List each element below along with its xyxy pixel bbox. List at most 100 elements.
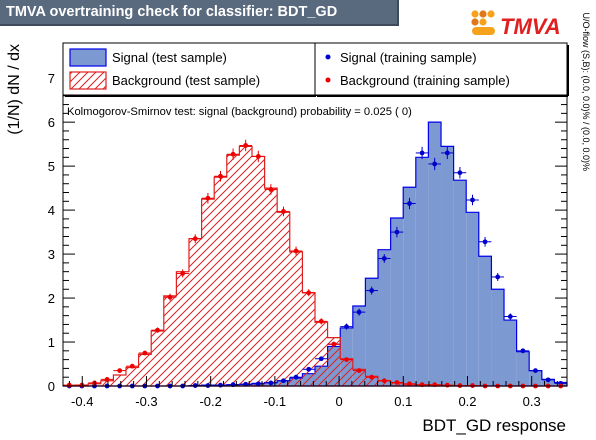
x-tick-label: 0	[335, 394, 342, 409]
tmva-logo: TMVA	[471, 10, 561, 39]
background-training-point	[377, 378, 391, 384]
background-training-point	[352, 368, 366, 374]
signal-training-point	[441, 146, 454, 160]
background-test-bar	[340, 358, 353, 386]
signal-test-bar	[529, 370, 542, 386]
signal-training-point	[277, 378, 290, 384]
legend-signal-training-label: Signal (training sample)	[340, 50, 477, 65]
signal-test-bar	[453, 180, 467, 386]
background-training-point	[125, 363, 139, 369]
signal-training-point	[491, 272, 505, 281]
signal-training-point	[541, 377, 555, 383]
y-tick-label: 0	[48, 379, 55, 394]
background-test-bar	[302, 292, 315, 386]
background-training-point	[176, 269, 189, 278]
signal-training-point	[302, 366, 315, 372]
x-tick-label: 0.2	[458, 394, 476, 409]
y-tick-label: 5	[48, 159, 55, 174]
signal-training-point	[403, 197, 416, 210]
overflow-note: U/O-flow (S,B): (0.0, 0.0)% / (0.0, 0.0)…	[581, 12, 591, 171]
background-test-bar	[125, 367, 139, 386]
legend-signal-training-marker	[325, 54, 331, 60]
y-tick-label: 4	[48, 203, 55, 218]
signal-test-bar	[403, 187, 416, 386]
background-training-point	[340, 357, 353, 363]
background-test-bar	[100, 380, 114, 386]
signal-test-bar	[428, 122, 442, 387]
background-training-point	[239, 139, 252, 152]
background-test-bar	[176, 271, 189, 386]
logo-dot	[471, 18, 479, 26]
background-test-bar	[277, 212, 290, 386]
background-test-bar	[327, 337, 341, 386]
background-training-point	[327, 341, 341, 347]
signal-test-bar	[516, 351, 530, 386]
signal-test-bar	[504, 320, 517, 386]
plot-title: TMVA overtraining check for classifier: …	[6, 4, 338, 20]
legend-signal-test-label: Signal (test sample)	[112, 50, 227, 65]
background-training-point	[252, 150, 265, 163]
signal-training-point	[529, 368, 542, 374]
background-training-point	[214, 170, 227, 182]
signal-test-bar	[466, 212, 479, 386]
background-test-bar	[264, 188, 278, 386]
legend-background-test-label: Background (test sample)	[112, 73, 260, 88]
x-axis-title: BDT_GD response	[422, 416, 566, 435]
background-training-point	[277, 206, 290, 217]
signal-training-point	[466, 194, 479, 206]
logo-dot	[471, 10, 479, 18]
signal-test-bar	[390, 218, 404, 386]
signal-training-point	[478, 236, 492, 247]
logo-dot	[487, 18, 495, 26]
background-training-point	[365, 374, 378, 380]
background-training-point	[315, 318, 328, 325]
background-test-bar	[151, 331, 164, 386]
background-test-bar	[252, 156, 265, 386]
signal-training-point	[340, 323, 353, 330]
y-tick-label: 6	[48, 115, 55, 130]
ks-annotation: Kolmogorov-Smirnov test: signal (backgro…	[67, 106, 412, 118]
logo-dot	[479, 18, 487, 26]
y-tick-label: 1	[48, 335, 55, 350]
x-tick-label: 0.3	[523, 394, 541, 409]
y-axis-title: (1/N) dN / dx	[6, 44, 23, 135]
signal-training-point	[428, 157, 441, 171]
signal-training-point	[390, 226, 404, 238]
background-training-point	[88, 380, 101, 386]
background-test-bar	[163, 295, 177, 386]
background-training-point	[100, 377, 114, 382]
logo-dots	[471, 10, 495, 35]
background-training-point	[289, 246, 303, 256]
legend-background-test-swatch	[69, 71, 107, 90]
x-tick-label: -0.1	[264, 394, 286, 409]
legend-box-right	[314, 42, 568, 96]
background-test-bar	[289, 251, 303, 386]
signal-test-bar	[415, 157, 429, 386]
legend-background-training-marker	[325, 77, 331, 83]
signal-training-point	[315, 356, 328, 362]
x-tick-label: 0.1	[394, 394, 412, 409]
signal-training-point	[516, 348, 530, 354]
logo-bar	[472, 27, 495, 35]
background-training-point	[403, 381, 416, 387]
signal-training-point	[239, 381, 252, 387]
x-tick-label: -0.3	[135, 394, 157, 409]
y-tick-label: 7	[48, 71, 55, 86]
background-test-bar	[365, 376, 378, 386]
x-tick-label: -0.4	[71, 394, 93, 409]
legend-background-training-label: Background (training sample)	[340, 73, 510, 88]
background-test-bar	[188, 238, 202, 386]
background-training-point	[151, 327, 164, 333]
background-test-bar	[113, 375, 126, 386]
signal-test-bar	[541, 379, 555, 386]
background-test-bar	[226, 155, 240, 386]
signal-test-bar	[365, 278, 378, 386]
title-box: TMVA overtraining check for classifier: …	[0, 0, 399, 26]
background-test-bar	[201, 199, 215, 386]
background-test-bar	[138, 354, 152, 386]
signal-training-point	[289, 374, 303, 380]
signal-training-point	[415, 146, 429, 160]
background-test-bar	[239, 146, 253, 386]
background-test-bar	[214, 177, 227, 386]
